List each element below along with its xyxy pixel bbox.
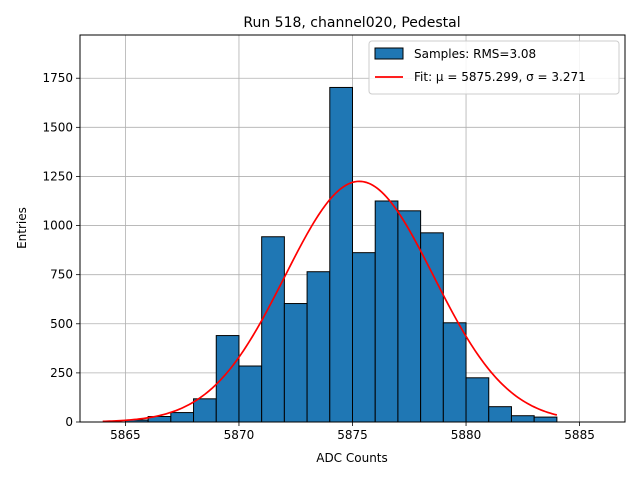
histogram-bar <box>261 236 285 423</box>
histogram-bar <box>329 86 353 423</box>
histogram-bar <box>306 271 331 423</box>
y-tick-label: 500 <box>50 317 73 331</box>
histogram-bar <box>170 412 195 423</box>
histogram-bar <box>510 415 535 423</box>
y-tick-label: 1250 <box>42 169 73 183</box>
y-tick-label: 750 <box>50 268 73 282</box>
histogram-bar <box>420 232 444 423</box>
legend-samples-label: Samples: RMS=3.08 <box>414 47 536 61</box>
x-axis-ticks: 5865 5870 5875 5880 5885 <box>110 422 595 442</box>
histogram-bar <box>442 322 467 423</box>
x-tick-label: 5870 <box>224 428 255 442</box>
x-tick-label: 5885 <box>564 428 595 442</box>
y-tick-label: 1500 <box>42 120 73 134</box>
y-tick-label: 1750 <box>42 71 73 85</box>
y-axis-label: Entries <box>15 207 29 249</box>
histogram-bar <box>215 335 240 423</box>
histogram-bar <box>352 252 376 423</box>
gaussian-fit-curve <box>102 180 558 423</box>
x-tick-label: 5875 <box>337 428 368 442</box>
legend-box <box>368 40 620 95</box>
histogram-bar <box>397 210 422 423</box>
histogram-bar <box>374 200 399 423</box>
legend-fit-label: Fit: μ = 5875.299, σ = 3.271 <box>414 70 586 84</box>
y-tick-label: 250 <box>50 366 73 380</box>
histogram-bar <box>283 303 308 423</box>
histogram-bar <box>238 365 263 423</box>
y-tick-label: 1000 <box>42 219 73 233</box>
legend-samples-swatch <box>374 47 404 60</box>
histogram-bar <box>533 416 558 423</box>
histogram-bar <box>193 398 217 423</box>
x-tick-label: 5880 <box>451 428 482 442</box>
histogram-bar <box>465 377 490 423</box>
y-tick-label: 0 <box>65 415 73 429</box>
chart-title: Run 518, channel020, Pedestal <box>243 15 460 31</box>
y-axis-ticks: 0 250 500 750 1000 1250 1500 1750 <box>42 71 80 429</box>
x-axis-label: ADC Counts <box>316 451 388 465</box>
legend: Samples: RMS=3.08 Fit: μ = 5875.299, σ =… <box>368 40 620 95</box>
x-tick-label: 5865 <box>110 428 141 442</box>
histogram-bar <box>488 406 512 423</box>
fit-curve-layer <box>102 180 558 423</box>
